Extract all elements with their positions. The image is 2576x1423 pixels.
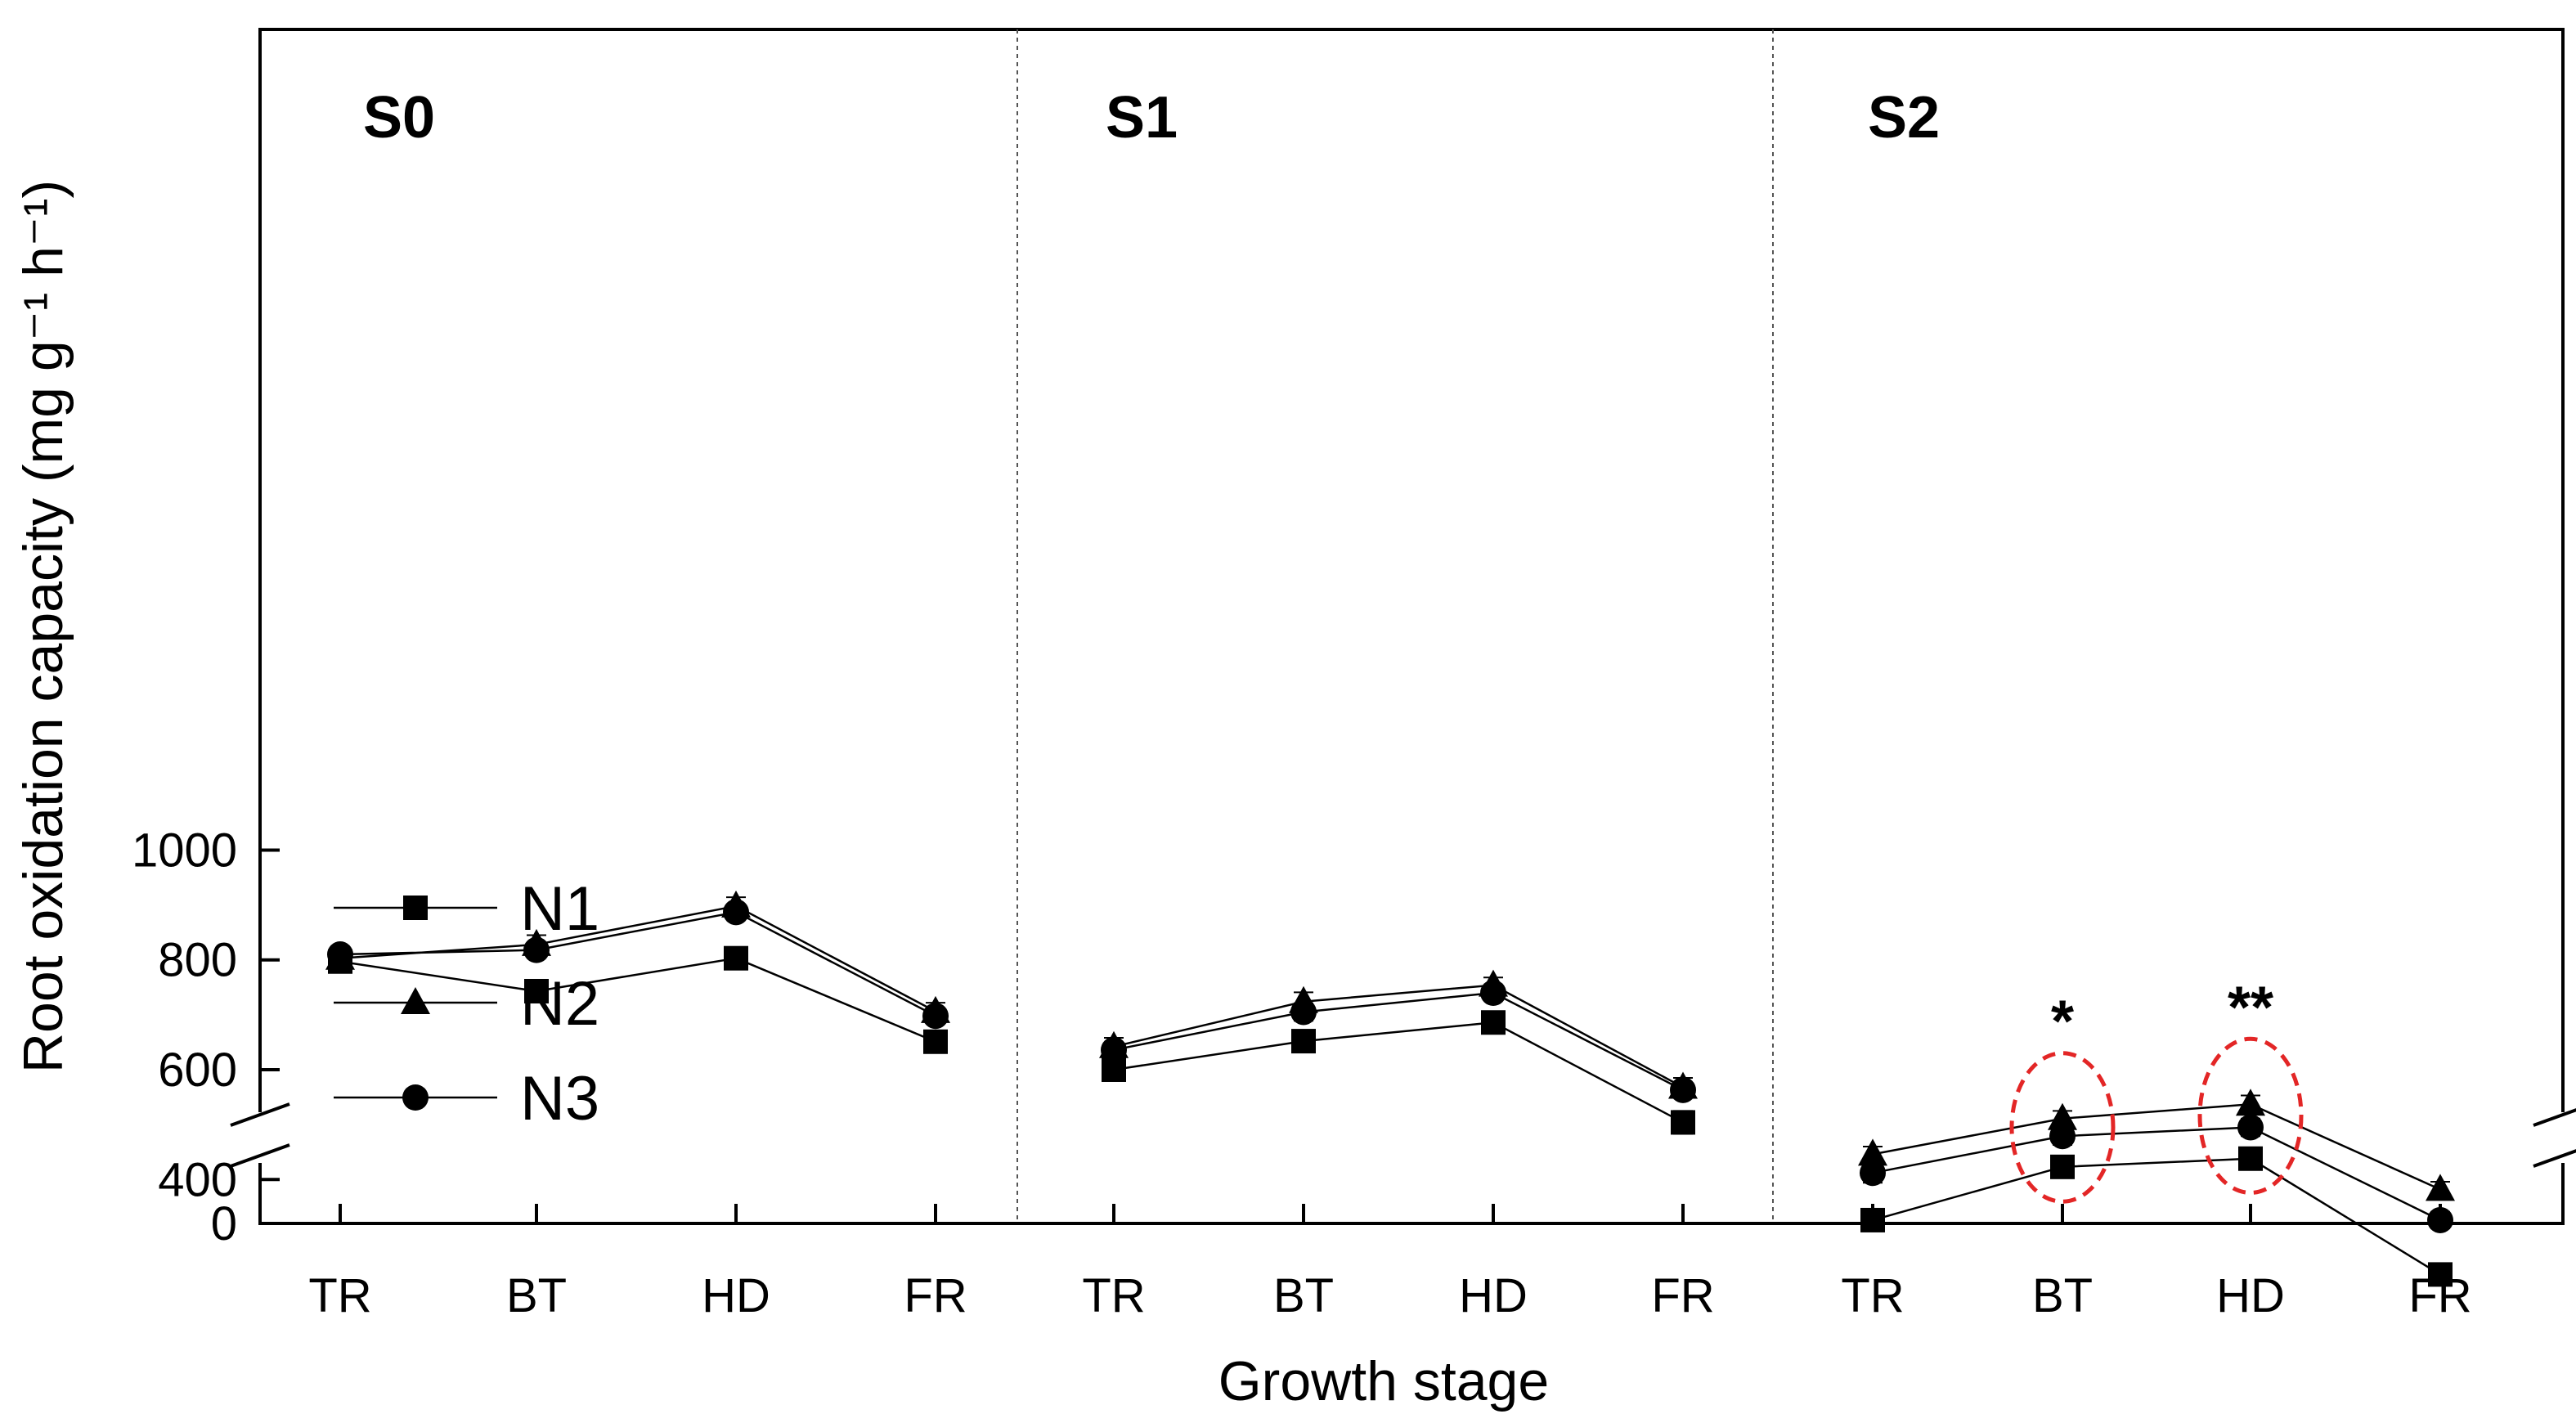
axis-break-mark <box>230 1102 290 1127</box>
panel-s1 <box>1099 969 1698 1135</box>
y-tick-label: 400 <box>158 1153 237 1206</box>
data-point <box>1101 1036 1127 1063</box>
significance-ellipse <box>2197 1036 2304 1195</box>
x-tick-label: TR <box>1082 1269 1145 1322</box>
data-point <box>2428 1262 2453 1287</box>
series-n3 <box>327 899 949 1030</box>
legend-item-n3: N3 <box>334 1064 599 1133</box>
data-point <box>2426 1174 2455 1201</box>
panel-s0 <box>325 890 950 1054</box>
series-n3 <box>1860 1114 2453 1233</box>
panel-label: S1 <box>1106 85 1178 150</box>
data-point <box>327 941 353 968</box>
series-line <box>339 911 936 1017</box>
legend: N1 N2 N3 <box>334 874 599 1133</box>
x-tick-label: TR <box>308 1269 371 1322</box>
y-tick-label: 600 <box>158 1044 237 1097</box>
panel-labels: S0 S1 S2 <box>363 85 1940 150</box>
panel-s2 <box>1858 1089 2455 1287</box>
significance-label: * <box>2051 990 2074 1055</box>
plot-frame <box>258 28 2565 1225</box>
data-point <box>1860 1160 1886 1187</box>
series-group <box>325 890 2455 1287</box>
data-point <box>723 899 749 926</box>
panel-dividers <box>1016 29 1774 1223</box>
data-point <box>2237 1114 2264 1141</box>
legend-label: N1 <box>520 874 599 944</box>
series-line <box>339 905 936 1012</box>
y-tick-label: 800 <box>158 934 237 987</box>
x-tick-label: FR <box>904 1269 967 1322</box>
axis-break-gap <box>2535 1112 2576 1163</box>
data-point <box>2238 1146 2263 1171</box>
x-tick-label: FR <box>1651 1269 1714 1322</box>
x-tick-label: BT <box>2032 1269 2093 1322</box>
series-n3 <box>1101 980 1696 1103</box>
x-tick-label: TR <box>1841 1269 1904 1322</box>
data-point <box>1671 1110 1695 1135</box>
axis-break-mark <box>230 1143 290 1168</box>
y-tick-label: 0 <box>211 1197 237 1250</box>
significance-annotations: * ** <box>2009 975 2304 1204</box>
series-n1 <box>1102 1010 1695 1135</box>
data-point <box>923 1029 948 1054</box>
significance-ellipse <box>2009 1051 2116 1204</box>
x-tick-label: HD <box>2216 1269 2285 1322</box>
legend-marker <box>401 987 430 1014</box>
series-line <box>339 957 936 1043</box>
series-line <box>1113 1021 1684 1124</box>
legend-item-n1: N1 <box>334 874 599 944</box>
legend-marker <box>403 896 428 920</box>
x-tick-label: BT <box>506 1269 567 1322</box>
x-axis-title: Growth stage <box>1218 1350 1549 1412</box>
series-line <box>1872 1103 2441 1191</box>
x-tick-label: HD <box>1459 1269 1528 1322</box>
data-point <box>1290 999 1317 1026</box>
legend-marker <box>402 1084 429 1111</box>
data-point <box>1670 1076 1696 1103</box>
data-point <box>1291 1029 1316 1054</box>
data-point <box>1480 980 1506 1007</box>
x-tick-label: HD <box>702 1269 770 1322</box>
data-point <box>724 945 748 971</box>
data-point <box>2049 1123 2076 1150</box>
axis-break-mark <box>2533 1149 2576 1168</box>
data-point <box>1481 1010 1506 1035</box>
series-line <box>1113 991 1684 1091</box>
axis-break-mark <box>2533 1108 2576 1127</box>
data-point <box>2050 1154 2075 1179</box>
y-axis-title: Root oxidation capacity (mg g⁻¹ h⁻¹) <box>12 180 74 1073</box>
legend-label: N3 <box>520 1064 599 1133</box>
panel-label: S0 <box>363 85 435 150</box>
legend-item-n2: N2 <box>334 969 599 1039</box>
data-point <box>922 1003 949 1030</box>
data-point <box>2427 1206 2453 1233</box>
data-point <box>2236 1089 2265 1116</box>
x-axis: TR BT HD FR TR BT HD FR TR BT HD FR <box>308 1204 2472 1322</box>
series-n1 <box>1860 1146 2453 1287</box>
panel-label: S2 <box>1868 85 1940 150</box>
data-point <box>1858 1138 1887 1166</box>
data-point <box>1860 1207 1885 1232</box>
data-point <box>523 936 550 963</box>
data-point <box>2048 1102 2077 1130</box>
legend-label: N2 <box>520 969 599 1039</box>
data-point <box>524 978 549 1003</box>
y-tick-label: 1000 <box>132 824 237 877</box>
x-tick-label: BT <box>1273 1269 1334 1322</box>
series-line <box>1872 1157 2441 1276</box>
significance-label: ** <box>2228 975 2273 1040</box>
series-line <box>1872 1126 2441 1222</box>
series-line <box>1113 984 1684 1089</box>
